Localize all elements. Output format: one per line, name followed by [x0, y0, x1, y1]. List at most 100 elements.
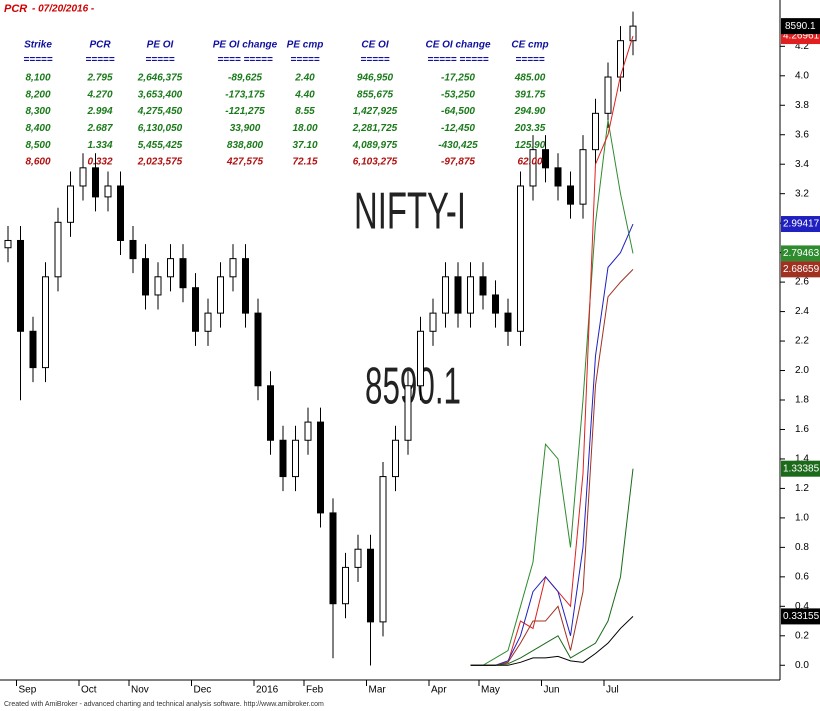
candle-body: [142, 258, 149, 296]
candle-body: [367, 548, 374, 623]
chart-date: - 07/20/2016 -: [32, 4, 95, 15]
table-cell: 5,455,425: [138, 140, 183, 151]
value-badge: [781, 245, 820, 262]
y-tick-label: 1.0: [795, 513, 809, 524]
candle-body: [42, 276, 49, 369]
candle-body: [242, 258, 249, 314]
candle-body: [279, 439, 287, 478]
table-cell: 2.40: [294, 73, 315, 84]
table-cell: 62.00: [517, 157, 542, 168]
table-cell: 18.00: [292, 123, 317, 134]
value-badge: [781, 608, 820, 625]
candle-body: [179, 258, 187, 289]
indicator-name: PCR: [4, 3, 27, 15]
y-tick-label: 2.4: [795, 306, 809, 317]
table-cell: -121,275: [225, 106, 265, 117]
table-separator: ===== =====: [427, 55, 488, 66]
table-header: CE OI: [361, 40, 388, 51]
table-cell: 4.270: [86, 89, 112, 100]
candle-body: [442, 276, 449, 314]
pcr-line: [470, 616, 634, 666]
table-cell: 33,900: [230, 123, 261, 134]
table-cell: -17,250: [441, 73, 475, 84]
y-tick-label: 3.8: [795, 100, 809, 111]
table-cell: -64,500: [441, 106, 475, 117]
candle-body: [92, 167, 99, 198]
table-header: PCR: [89, 40, 111, 51]
symbol-overlay: NIFTY-I: [354, 183, 466, 241]
candle-body: [154, 276, 162, 296]
y-tick-label: 0.2: [795, 630, 809, 641]
value-badge-label: 2.79463: [783, 248, 820, 259]
candle-body: [342, 566, 349, 605]
candle-body: [479, 276, 487, 296]
table-cell: 485.00: [514, 73, 546, 84]
candle-body: [54, 221, 62, 278]
candle-body: [567, 185, 574, 205]
y-tick-label: 0.4: [795, 601, 809, 612]
table-separator: =====: [23, 55, 52, 66]
candle-body: [4, 239, 12, 249]
table-cell: 855,675: [357, 89, 394, 100]
table-cell: 8,600: [25, 157, 50, 168]
candle-body: [467, 276, 474, 314]
table-cell: -97,875: [441, 157, 475, 168]
value-badge-label: 1.33385: [783, 463, 820, 474]
candle-body: [429, 312, 437, 332]
candle-body: [592, 112, 599, 151]
candle-body: [229, 258, 237, 278]
table-cell: 3,653,400: [138, 89, 183, 100]
value-badge-label: 4.26961: [783, 31, 820, 42]
candle-body: [29, 330, 37, 369]
candle-body: [292, 439, 299, 478]
price-badge: [781, 18, 820, 35]
table-cell: 2,646,375: [137, 73, 183, 84]
table-cell: -53,250: [441, 89, 475, 100]
y-tick-label: 3.2: [795, 188, 809, 199]
y-tick-label: 0.8: [795, 542, 809, 553]
table-cell: 125.90: [515, 140, 546, 151]
table-cell: 2.994: [86, 106, 112, 117]
table-cell: 0.332: [87, 157, 112, 168]
candle-body: [554, 167, 562, 187]
value-badge-label: 2.99417: [783, 219, 820, 230]
table-cell: 2.687: [86, 123, 112, 134]
y-tick-label: 1.8: [795, 395, 809, 406]
y-tick-label: 2.2: [795, 336, 809, 347]
footer: Created with AmiBroker - advanced charti…: [4, 701, 324, 708]
candle-body: [204, 312, 212, 332]
x-tick-label: Apr: [431, 685, 447, 696]
table-cell: 8,200: [25, 89, 50, 100]
x-tick-label: Jul: [606, 685, 619, 696]
table-cell: 1.334: [87, 140, 112, 151]
candle-body: [542, 149, 549, 169]
table-cell: 2.795: [86, 73, 112, 84]
table-cell: -12,450: [441, 123, 475, 134]
table-cell: 391.75: [515, 89, 546, 100]
table-cell: -430,425: [438, 140, 478, 151]
table-cell: 8,400: [25, 123, 50, 134]
candle-body: [379, 476, 387, 623]
table-cell: 8,500: [25, 140, 50, 151]
candle-body: [529, 149, 537, 187]
table-cell: 946,950: [357, 73, 394, 84]
table-cell: 37.10: [292, 140, 317, 151]
y-tick-label: 4.0: [795, 70, 809, 81]
candle-body: [454, 276, 462, 314]
candle-body: [129, 239, 137, 260]
price-overlay: 8590.1: [365, 358, 461, 416]
value-badge-label: 0.33155: [783, 611, 820, 622]
candle-body: [629, 25, 637, 42]
table-cell: 8,100: [25, 73, 50, 84]
candle-body: [392, 439, 399, 478]
table-separator: =====: [145, 55, 174, 66]
table-header: PE OI: [147, 40, 174, 51]
table-cell: 2,281,725: [352, 123, 398, 134]
candle-body: [517, 185, 524, 332]
table-cell: 8.55: [295, 106, 315, 117]
table-cell: 2,023,575: [137, 157, 183, 168]
x-tick-label: Feb: [306, 685, 324, 696]
value-badge: [781, 460, 820, 477]
candle-body: [617, 40, 624, 78]
